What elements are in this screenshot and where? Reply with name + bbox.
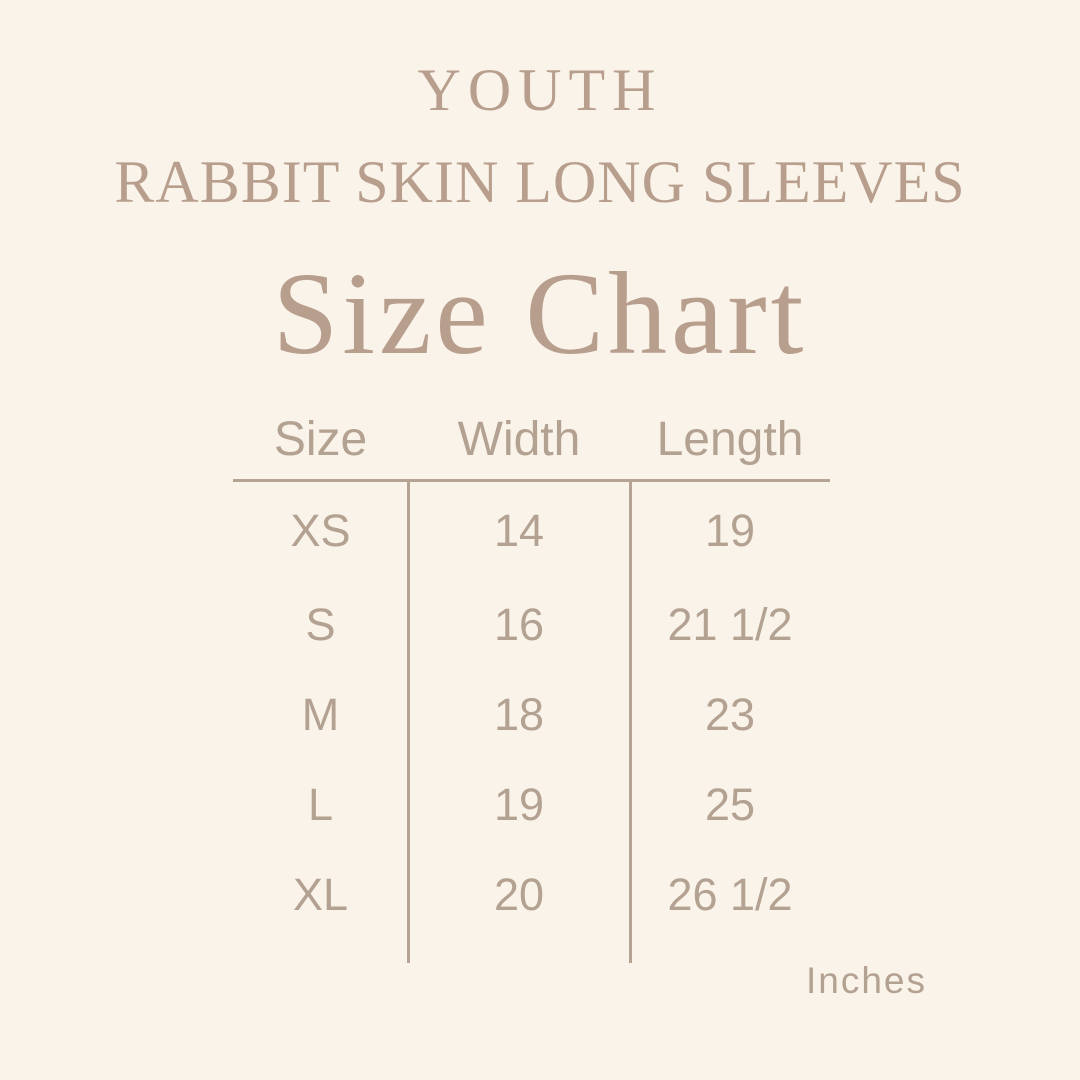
cell-size: XL [292,869,349,920]
table-header-divider [233,479,830,482]
cell-length: 21 1/2 [667,599,793,650]
table-row: L 19 25 [233,760,830,850]
cell-size: M [301,689,340,740]
table-header-row: Size Width Length [233,408,830,472]
table-row: XL 20 26 1/2 [233,850,830,940]
table-row: XS 14 19 [233,482,830,580]
cell-length: 23 [704,689,756,740]
unit-label: Inches [805,960,927,1001]
cell-length: 25 [704,779,756,830]
cell-length: 19 [704,505,756,556]
table-row: S 16 21 1/2 [233,580,830,670]
cell-width: 20 [493,869,545,920]
cell-width: 19 [493,779,545,830]
cell-size: L [307,779,334,830]
product-category-heading: YOUTH [417,57,663,123]
cell-size: S [305,599,336,650]
cell-length: 26 1/2 [667,869,793,920]
column-divider-width-length [629,482,632,963]
column-divider-size-width [407,482,410,963]
size-table-body: XS 14 19 S 16 21 1/2 M 18 23 L 19 25 XL … [233,482,830,940]
column-header-width: Width [457,413,581,466]
cell-size: XS [290,505,351,556]
cell-width: 14 [493,505,545,556]
product-name-heading: RABBIT SKIN LONG SLEEVES [114,149,966,215]
cell-width: 16 [493,599,545,650]
cell-width: 18 [493,689,545,740]
table-row: M 18 23 [233,670,830,760]
column-header-length: Length [656,413,804,466]
column-header-size: Size [273,413,368,466]
page-title: Size Chart [272,248,808,379]
